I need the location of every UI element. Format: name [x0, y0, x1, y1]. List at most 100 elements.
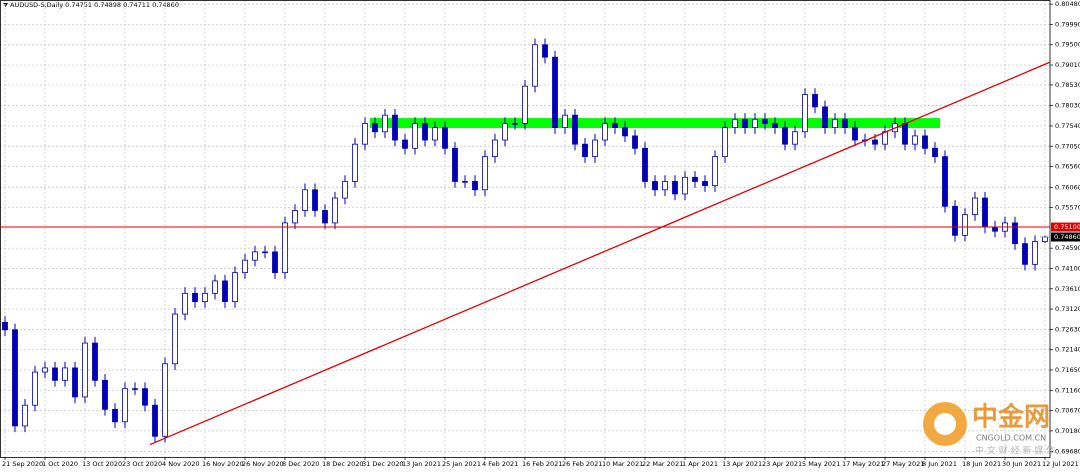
y-tick-label: 0.70670	[1055, 407, 1080, 415]
candle-body	[1012, 222, 1018, 245]
candle-body	[292, 210, 298, 224]
candle-body	[752, 118, 758, 129]
candle-body	[692, 176, 698, 182]
candle-body	[842, 118, 848, 129]
candle-body	[712, 156, 718, 187]
x-tick-label: 4 Feb 2021	[482, 460, 518, 468]
candle-body	[622, 127, 628, 137]
candle-body	[462, 181, 468, 183]
high-price: 0.74898	[94, 1, 121, 9]
low-price: 0.74711	[123, 1, 150, 9]
candle-body	[152, 404, 158, 437]
close-price: 0.74860	[152, 1, 179, 9]
candle-body	[942, 156, 948, 207]
candle-body	[442, 127, 448, 149]
chart-header: AUDUSD-S,Daily 0.74751 0.74898 0.74711 0…	[10, 1, 179, 9]
x-tick-label: 10 Mar 2021	[602, 460, 643, 468]
candle-body	[812, 94, 818, 108]
candle-body	[222, 280, 228, 303]
candle-body	[962, 214, 968, 236]
candle-body	[32, 371, 38, 406]
candle-body	[662, 181, 668, 191]
y-tick-label: 0.73120	[1055, 305, 1080, 313]
candle-body	[1032, 241, 1038, 265]
candle-body	[672, 181, 678, 195]
candle-body	[652, 181, 658, 191]
candle-body	[1042, 236, 1048, 242]
candle-body	[242, 259, 248, 274]
candle-body	[902, 123, 908, 145]
candle-body	[762, 118, 768, 124]
y-tick-label: 0.79500	[1055, 41, 1080, 49]
candle-body	[22, 404, 28, 427]
x-tick-label: 25 Jan 2021	[442, 460, 481, 468]
x-tick-label: 16 Nov 2020	[202, 460, 244, 468]
candle-body	[142, 388, 148, 406]
x-tick-label: 18 Jun 2021	[962, 460, 1001, 468]
y-tick-label: 0.71650	[1055, 366, 1080, 374]
candle-body	[822, 106, 828, 129]
candle-body	[742, 118, 748, 129]
candle-body	[212, 280, 218, 294]
symbol: AUDUSD-S,Daily	[10, 1, 63, 9]
candle-body	[412, 123, 418, 149]
candle-body	[852, 127, 858, 141]
y-tick-label: 0.80480	[1055, 0, 1080, 8]
x-tick-label: 13 Apr 2021	[722, 460, 762, 468]
candle-body	[982, 197, 988, 228]
x-tick-label: 18 Dec 2020	[322, 460, 364, 468]
candle-body	[362, 123, 368, 145]
candle-body	[542, 44, 548, 58]
candle-body	[432, 127, 438, 141]
candle-body	[92, 342, 98, 381]
x-tick-label: 5 May 2021	[802, 460, 840, 468]
candle-body	[72, 367, 78, 398]
candle-body	[252, 251, 258, 261]
candle-body	[1022, 243, 1028, 265]
y-tick-label: 0.72630	[1055, 325, 1080, 333]
candle-body	[262, 251, 268, 254]
candle-body	[422, 123, 428, 141]
candle-body	[632, 135, 638, 149]
y-tick-label: 0.79010	[1055, 61, 1080, 69]
x-tick-label: 21 Sep 2020	[2, 460, 43, 468]
support-zone	[370, 118, 940, 129]
x-tick-label: 26 Feb 2021	[562, 460, 602, 468]
candle-body	[272, 251, 278, 274]
candle-body	[302, 189, 308, 211]
y-tick-label: 0.74590	[1055, 244, 1080, 252]
candle-body	[382, 114, 388, 133]
x-tick-label: 4 Nov 2020	[162, 460, 200, 468]
x-tick-label: 13 Jan 2021	[402, 460, 441, 468]
x-tick-label: 12 Jul 2021	[1042, 460, 1079, 468]
y-tick-label: 0.71160	[1055, 386, 1080, 394]
logo-inner	[934, 413, 956, 435]
y-tick-label: 0.79990	[1055, 20, 1080, 28]
candle-body	[802, 94, 808, 133]
candle-body	[372, 123, 378, 133]
y-tick-label: 0.77050	[1055, 142, 1080, 150]
x-tick-label: 27 May 2021	[882, 460, 924, 468]
candle-body	[702, 181, 708, 187]
y-tick-label: 0.78530	[1055, 81, 1080, 89]
candle-body	[832, 118, 838, 129]
candle-body	[582, 143, 588, 158]
candle-body	[332, 197, 338, 224]
y-tick-label: 0.76560	[1055, 163, 1080, 171]
candle-body	[592, 139, 598, 158]
candle-body	[612, 123, 618, 129]
candle-body	[482, 156, 488, 191]
x-tick-label: 1 Apr 2021	[682, 460, 718, 468]
candle-body	[552, 56, 558, 129]
candle-body	[452, 147, 458, 182]
candle-body	[112, 408, 118, 423]
candle-body	[232, 272, 238, 303]
candle-body	[182, 292, 188, 315]
candle-body	[202, 292, 208, 303]
candle-body	[402, 139, 408, 149]
plot-frame	[0, 0, 1051, 458]
x-tick-label: 30 Jun 2021	[1002, 460, 1041, 468]
open-price: 0.74751	[65, 1, 92, 9]
candle-body	[602, 123, 608, 141]
